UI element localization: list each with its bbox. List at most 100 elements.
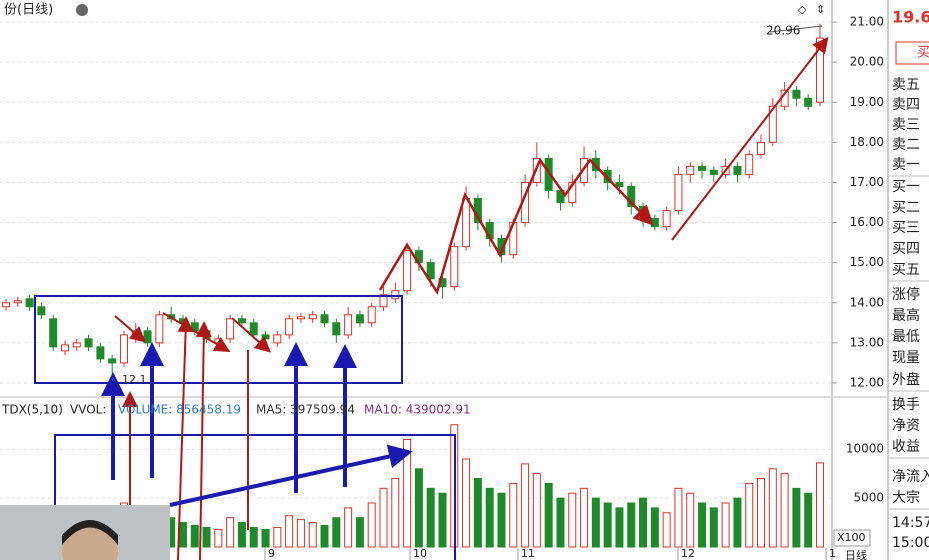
candle-body (544, 157, 553, 191)
volume-bar (273, 526, 282, 548)
volume-bar (249, 526, 258, 548)
volume-bar (745, 482, 754, 548)
volume-bar (686, 492, 695, 548)
volume-bar (662, 512, 671, 548)
volume-bar (261, 528, 270, 548)
volume-bar (757, 478, 766, 548)
candle-body (650, 218, 659, 228)
volume-bar (698, 502, 707, 548)
x-tick-label: 9 (268, 547, 275, 560)
candle-body (249, 322, 258, 336)
candle-body (119, 334, 128, 364)
y-tick-label: 17.00 (850, 175, 884, 189)
menu-icon[interactable] (76, 4, 88, 16)
candle-body (355, 314, 364, 324)
volume-bar (202, 526, 211, 548)
x-tick-label: 10 (413, 547, 427, 560)
volume-bar (473, 478, 482, 548)
buy-button-label[interactable]: 买 (917, 46, 929, 61)
indicator-ma5: MA5: 397509.94 (256, 403, 355, 417)
volume-bar (768, 468, 777, 548)
panel-row-label: 卖二 (892, 137, 920, 153)
candle-body (462, 198, 471, 248)
candle-body (733, 165, 742, 175)
volume-bar (226, 517, 235, 548)
volume-bar (485, 487, 494, 548)
candle-body (49, 318, 58, 348)
x-tick-label: 12 (681, 547, 695, 560)
y-tick-label: 15.00 (850, 255, 884, 269)
volume-bar (544, 482, 553, 548)
candle-body (403, 250, 412, 292)
panel-row-label: 换手 (892, 396, 920, 413)
indicator-vvol: VVOL: (70, 403, 106, 417)
y-tick-label: 14.00 (850, 295, 884, 309)
volume-bar (214, 528, 223, 548)
panel-row-label: 涨停 (892, 286, 920, 303)
buy-button[interactable] (895, 41, 929, 65)
candle-body (261, 334, 270, 340)
candle-body (96, 346, 105, 360)
chart-title: 份(日线) (4, 3, 53, 18)
candle-body (84, 338, 93, 348)
candle-body (379, 294, 388, 308)
volume-bar (414, 468, 423, 548)
candle-body (709, 169, 718, 175)
indicator-name: TDX(5,10) (1, 403, 63, 417)
y-tick-label: 16.00 (850, 215, 884, 229)
volume-bar (733, 497, 742, 548)
panel-row-label: 净资 (892, 418, 920, 434)
volume-bar (591, 497, 600, 548)
volume-bar (497, 492, 506, 548)
candle-body (391, 290, 400, 300)
tool-icon[interactable]: ⇕ (816, 3, 825, 16)
candle-body (37, 306, 46, 316)
period-label: 日线 (845, 548, 867, 560)
volume-bar (532, 473, 541, 548)
indicator-ma10: MA10: 439002.91 (364, 403, 471, 417)
volume-bar (237, 522, 246, 548)
tool-icon[interactable]: ◇ (798, 3, 807, 16)
panel-row-label: 外盘 (892, 371, 920, 388)
panel-row-label: 14:57 (892, 515, 929, 531)
y-tick-label: 12.00 (850, 375, 884, 389)
volume-bar (178, 522, 187, 548)
panel-row-label: 买一 (892, 179, 920, 195)
volume-bar (509, 482, 518, 548)
panel-row-label: 15:00 (892, 535, 929, 551)
candle-body (344, 314, 353, 336)
panel-row-label: 大宗 (892, 490, 920, 506)
volume-bar (296, 519, 305, 548)
volume-bar (344, 507, 353, 548)
candle-body (568, 181, 577, 204)
volume-bar (521, 463, 530, 548)
volume-bar (332, 517, 341, 548)
candle-body (662, 210, 671, 228)
candle-body (143, 330, 152, 344)
candle-body (285, 318, 294, 336)
candle-body (450, 246, 459, 288)
panel-row-label: 买二 (892, 200, 920, 216)
candle-body (273, 334, 282, 344)
volume-bar (355, 517, 364, 548)
panel-row-label: 收益 (892, 439, 920, 455)
candle-body (13, 300, 22, 304)
volume-bar (804, 492, 813, 548)
candle-body (237, 318, 246, 324)
volume-bar (721, 502, 730, 548)
y-tick-label: 13.00 (850, 335, 884, 349)
candle-body (320, 314, 329, 324)
candle-body (804, 97, 813, 107)
volume-bar (426, 487, 435, 548)
y-tick-label: 18.00 (850, 135, 884, 149)
annotations (34, 25, 829, 560)
volume-bar (674, 487, 683, 548)
current-price: 19.6 (892, 8, 929, 27)
volume-bar (639, 497, 648, 548)
vol-tick-label: 10000 (846, 442, 884, 456)
volume-bar (603, 502, 612, 548)
volume-bar (580, 487, 589, 548)
candle-body (768, 105, 777, 143)
